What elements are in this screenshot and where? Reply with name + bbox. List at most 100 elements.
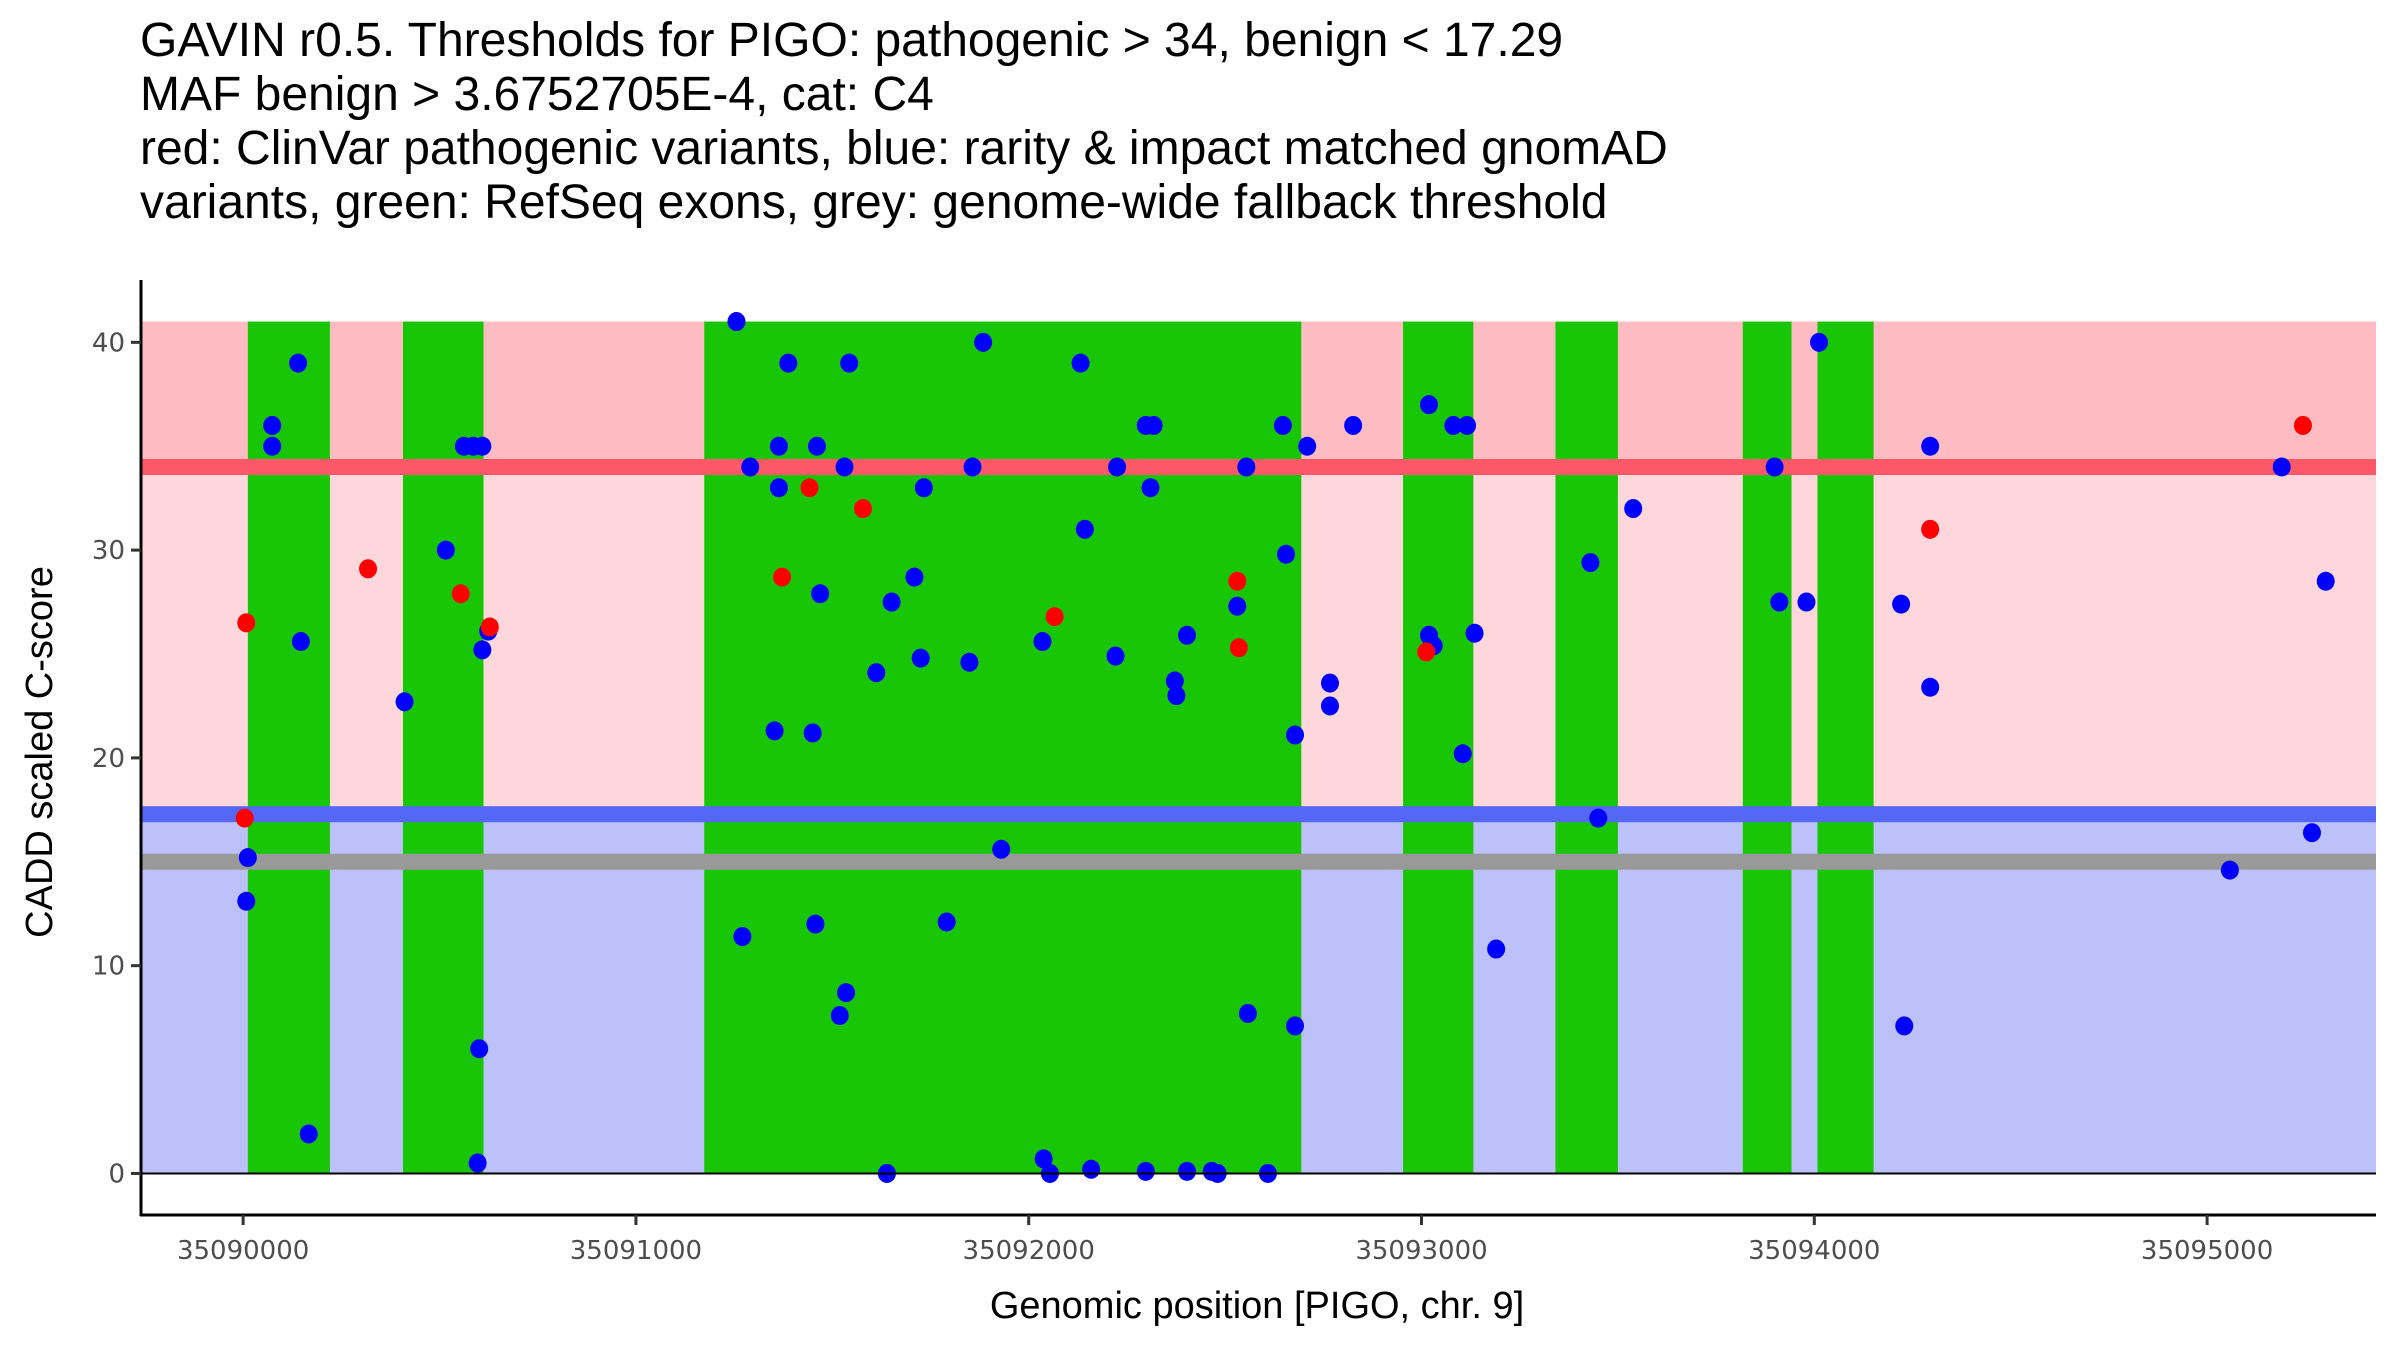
gnomad-point bbox=[882, 592, 901, 612]
clinvar-point bbox=[853, 499, 872, 519]
gnomad-point bbox=[807, 436, 826, 456]
gnomad-point bbox=[867, 663, 886, 683]
y-axis-title: CADD scaled C-score bbox=[19, 566, 61, 938]
gnomad-point bbox=[1228, 596, 1247, 616]
gnomad-point bbox=[905, 567, 924, 587]
gnomad-point bbox=[974, 332, 993, 352]
gnomad-point bbox=[1921, 677, 1940, 697]
y-tick-label: 40 bbox=[92, 328, 125, 358]
gnomad-point bbox=[765, 721, 784, 741]
gnomad-point bbox=[1298, 436, 1317, 456]
y-tick-label: 20 bbox=[92, 744, 125, 774]
gnomad-point bbox=[803, 723, 822, 743]
gnomad-point bbox=[1178, 625, 1197, 645]
x-tick-label: 35090000 bbox=[177, 1236, 309, 1266]
gnomad-point bbox=[1178, 1161, 1197, 1181]
gnomad-point bbox=[911, 648, 930, 668]
clinvar-point bbox=[235, 808, 254, 828]
gnomad-point bbox=[1487, 939, 1506, 959]
clinvar-point bbox=[1045, 607, 1064, 627]
gnomad-point bbox=[1071, 353, 1090, 373]
gnomad-point bbox=[1797, 592, 1816, 612]
gnomad-point bbox=[1465, 623, 1484, 643]
y-tick-label: 10 bbox=[92, 952, 125, 982]
x-tick-label: 35095000 bbox=[2141, 1236, 2273, 1266]
exon-region bbox=[1555, 321, 1618, 1174]
clinvar-point bbox=[1228, 571, 1247, 591]
exon-region bbox=[247, 321, 330, 1174]
clinvar-point bbox=[1417, 642, 1436, 662]
axes: 0 10 20 30 40 35090000 35091000 35092000 3509300… bbox=[92, 280, 2376, 1266]
gnomad-point bbox=[1453, 744, 1472, 764]
gnomad-point bbox=[1320, 696, 1339, 716]
gnomad-point bbox=[1075, 519, 1094, 539]
gnomad-point bbox=[960, 652, 979, 672]
clinvar-point bbox=[800, 478, 819, 498]
gnomad-point bbox=[1589, 808, 1608, 828]
gnomad-point bbox=[2316, 571, 2335, 591]
gnomad-point bbox=[289, 353, 308, 373]
clinvar-point bbox=[480, 617, 499, 637]
clinvar-point bbox=[237, 613, 256, 633]
gnomad-point bbox=[806, 914, 825, 934]
gnomad-point bbox=[470, 1039, 489, 1059]
gnomad-point bbox=[2220, 860, 2239, 880]
y-tick-label: 30 bbox=[92, 536, 125, 566]
gnomad-point bbox=[1581, 553, 1600, 573]
gnomad-point bbox=[1458, 415, 1477, 435]
gnomad-point bbox=[733, 927, 752, 947]
gnomad-point bbox=[811, 584, 830, 604]
title-line-1: GAVIN r0.5. Thresholds for PIGO: pathoge… bbox=[140, 14, 1564, 67]
gnomad-point bbox=[835, 457, 854, 477]
gnomad-point bbox=[473, 640, 492, 660]
gnomad-point bbox=[263, 415, 282, 435]
gnomad-point bbox=[1419, 395, 1438, 415]
gnomad-point bbox=[1770, 592, 1789, 612]
gnomad-point bbox=[1895, 1016, 1914, 1036]
data-points bbox=[235, 312, 2335, 1183]
gnomad-point bbox=[1034, 1149, 1053, 1169]
gnomad-point bbox=[840, 353, 859, 373]
gnomad-point bbox=[830, 1006, 849, 1026]
gnomad-point bbox=[1892, 594, 1911, 614]
chart-title: GAVIN r0.5. Thresholds for PIGO: pathoge… bbox=[140, 14, 1668, 230]
gnomad-point bbox=[2302, 823, 2321, 843]
gnomad-point bbox=[2272, 457, 2291, 477]
gnomad-point bbox=[1082, 1159, 1101, 1179]
gnomad-point bbox=[1419, 625, 1438, 645]
x-axis-title: Genomic position [PIGO, chr. 9] bbox=[990, 1285, 1524, 1327]
x-tick-label: 35093000 bbox=[1355, 1236, 1487, 1266]
clinvar-point bbox=[2293, 415, 2312, 435]
clinvar-point bbox=[1921, 519, 1940, 539]
x-tick-label: 35091000 bbox=[570, 1236, 702, 1266]
gnomad-point bbox=[1108, 457, 1127, 477]
gnomad-point bbox=[1167, 686, 1186, 706]
gnomad-point bbox=[937, 912, 956, 932]
x-tick-label: 35094000 bbox=[1748, 1236, 1880, 1266]
gnomad-point bbox=[727, 312, 746, 332]
pathogenic-threshold-line bbox=[141, 459, 2376, 475]
gnomad-point bbox=[1286, 725, 1305, 745]
gnomad-point bbox=[992, 839, 1011, 859]
gnomad-point bbox=[468, 1153, 487, 1173]
gnomad-point bbox=[237, 891, 256, 911]
exon-region bbox=[704, 321, 1302, 1174]
gnomad-point bbox=[291, 632, 310, 652]
clinvar-point bbox=[773, 567, 792, 587]
gnomad-point bbox=[299, 1124, 318, 1144]
gnomad-point bbox=[1276, 544, 1295, 564]
gnomad-point bbox=[1810, 332, 1829, 352]
title-line-4: variants, green: RefSeq exons, grey: gen… bbox=[140, 176, 1608, 229]
title-line-3: red: ClinVar pathogenic variants, blue: … bbox=[140, 122, 1668, 175]
gnomad-point bbox=[238, 848, 257, 868]
gnomad-point bbox=[1141, 478, 1160, 498]
gnomad-point bbox=[473, 436, 492, 456]
y-tick-label: 0 bbox=[108, 1159, 125, 1189]
clinvar-point bbox=[451, 584, 470, 604]
gnomad-point bbox=[263, 436, 282, 456]
gnomad-point bbox=[1033, 632, 1052, 652]
gnomad-point bbox=[1237, 457, 1256, 477]
gnomad-point bbox=[963, 457, 982, 477]
gnomad-point bbox=[395, 692, 414, 712]
